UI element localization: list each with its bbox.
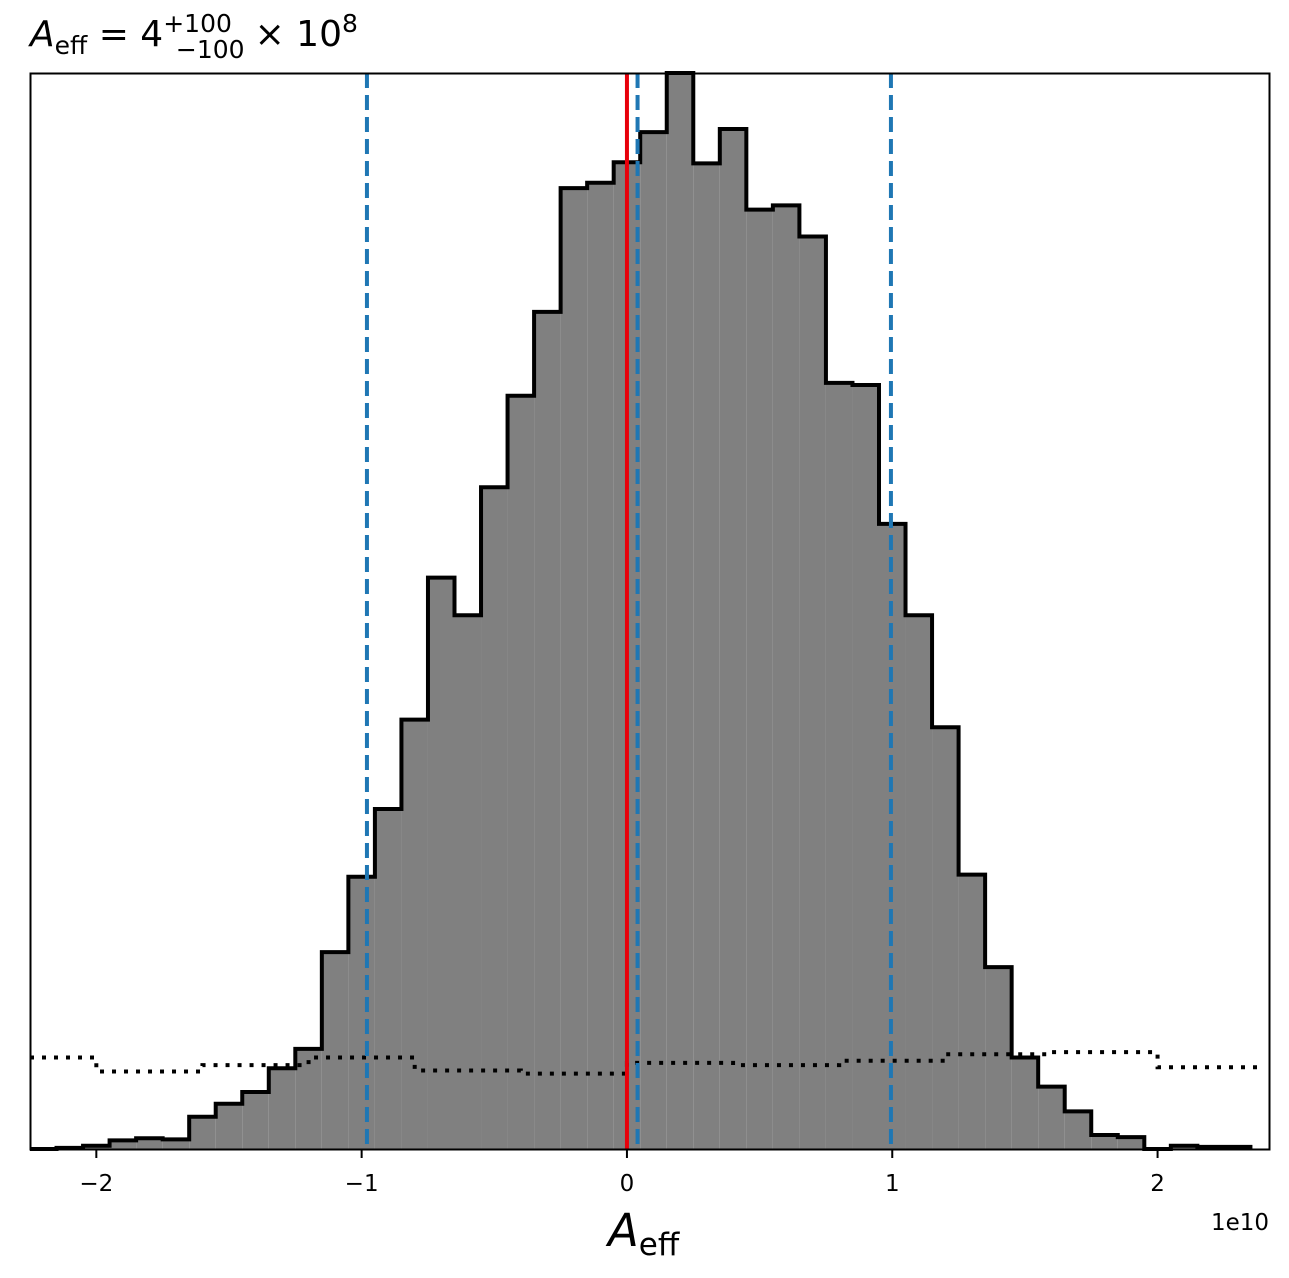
x-tick-label: 0 <box>620 1171 635 1197</box>
reference-lines-layer <box>364 73 893 1149</box>
histogram-bar <box>268 1068 296 1149</box>
prior-step-line <box>30 1050 1264 1076</box>
histogram-bar <box>481 487 508 1149</box>
histogram-bar <box>534 311 561 1149</box>
histogram-bar <box>560 188 588 1149</box>
histogram-bar <box>666 73 694 1149</box>
histogram-bar <box>162 1139 190 1149</box>
histogram-bar <box>719 128 747 1149</box>
histogram-bar <box>1011 1057 1039 1149</box>
histogram-bar <box>772 205 800 1149</box>
title-upper-error: +100 <box>163 9 232 38</box>
x-tick-label: 2 <box>1150 1171 1165 1197</box>
xlabel-symbol: A <box>605 1204 639 1257</box>
histogram-bar <box>693 163 720 1149</box>
title-subscript: eff <box>55 31 88 60</box>
xlabel-subscript: eff <box>639 1227 680 1263</box>
histogram-bar <box>401 719 428 1149</box>
histogram-bar <box>932 727 959 1149</box>
histogram-bar <box>374 808 402 1149</box>
histogram-bar <box>640 132 667 1149</box>
histogram-bar <box>1091 1135 1118 1149</box>
histogram-bar <box>1117 1137 1145 1149</box>
histogram-layer <box>30 71 1253 1151</box>
histogram-bar <box>825 382 853 1149</box>
histogram-bar <box>507 395 535 1149</box>
x-tick-label: 1 <box>885 1171 900 1197</box>
histogram-bar <box>321 952 349 1149</box>
x-offset-label: 1e10 <box>1211 1210 1269 1236</box>
histogram-bar <box>746 209 773 1150</box>
title-exponent: 8 <box>342 9 358 38</box>
histogram-bar <box>136 1138 163 1149</box>
histogram-bar <box>1038 1086 1065 1149</box>
x-ticks-layer: −2 −1 0 1 2 <box>79 1149 1165 1197</box>
histogram-bar <box>852 385 879 1149</box>
x-tick-label: −2 <box>79 1171 113 1197</box>
histogram-bar <box>215 1103 243 1149</box>
plot-frame <box>29 72 1271 1151</box>
x-axis-label: Aeff <box>605 1204 680 1263</box>
histogram-outline <box>30 71 1253 1151</box>
title-equals: = 4 <box>87 14 163 55</box>
histogram-bar <box>189 1116 216 1149</box>
prior-layer <box>30 1050 1264 1076</box>
histogram-bar <box>454 615 482 1149</box>
histogram-bar <box>109 1140 137 1149</box>
histogram-bar <box>1064 1111 1092 1149</box>
histogram-bar <box>587 182 614 1149</box>
histogram-bar <box>985 967 1012 1149</box>
histogram-bar <box>905 615 933 1149</box>
histogram-bar <box>427 577 455 1149</box>
histogram-bar <box>799 236 826 1149</box>
title-symbol: A <box>28 14 55 55</box>
histogram-bar <box>348 876 375 1149</box>
x-tick-label: −1 <box>345 1171 379 1197</box>
title-lower-error: −100 <box>176 35 245 64</box>
histogram-bar <box>242 1091 269 1149</box>
title-times: × 10 <box>255 14 342 55</box>
histogram-bar <box>958 874 986 1149</box>
chart-title: Aeff = 4+100 −100 × 108 <box>28 9 358 64</box>
